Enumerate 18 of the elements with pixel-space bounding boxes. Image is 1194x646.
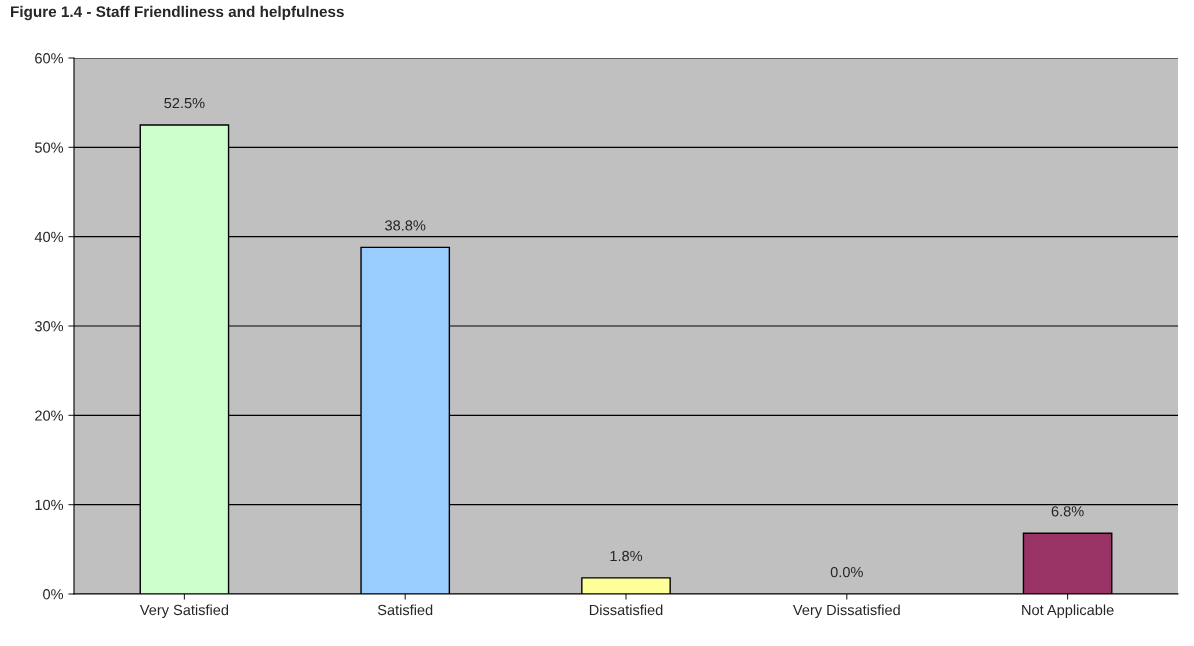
y-tick-label: 30% (34, 321, 64, 332)
x-tick-label: Very Satisfied (139, 604, 229, 619)
y-tick-label: 10% (35, 499, 64, 511)
y-tick-label: 20% (35, 410, 64, 421)
y-tick-label: 60% (35, 53, 64, 64)
y-tick-label: 0% (43, 589, 64, 600)
data-label: 0.0% (830, 566, 863, 578)
chart-title: Figure 1.4 - Staff Friendliness and helpfulness (11, 5, 344, 21)
x-tick-label: Satisfied (377, 604, 433, 616)
y-tick-label: 50% (34, 142, 64, 153)
data-label: 1.8% (610, 550, 643, 562)
x-tick-label: Not Applicable (1022, 604, 1114, 619)
y-tick-label: 40% (34, 231, 64, 243)
data-label: 38.8% (385, 220, 426, 231)
x-tick-label: Dissatisfied (589, 604, 663, 616)
data-label: 52.5% (164, 97, 205, 109)
x-tick-label: Very Dissatisfied (792, 604, 900, 619)
data-label: 6.8% (1051, 506, 1084, 517)
